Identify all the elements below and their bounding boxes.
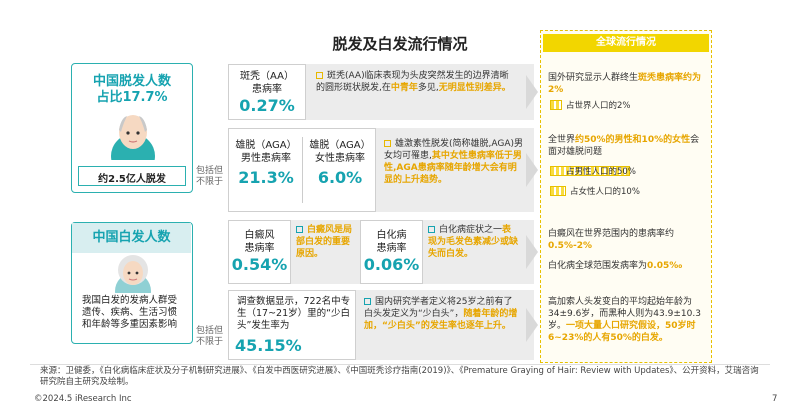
aga-male-label-1: 雄脱（AGA） xyxy=(235,140,297,151)
bullet-icon xyxy=(296,226,303,233)
vitiligo-desc: 白癜风是局部白发的重要原因。 xyxy=(296,225,353,259)
aga-female-label-1: 雄脱（AGA） xyxy=(309,140,371,151)
aa-stat-box: 斑秃（AA） 患病率 0.27% xyxy=(228,64,306,120)
global-header: 全球流行情况 xyxy=(543,34,709,52)
aa-value: 0.27% xyxy=(239,96,295,115)
premature-value: 45.15% xyxy=(235,336,302,355)
white-hair-desc: 我国白发的发病人群受遗传、疾病、生活习惯和年龄等多重因素影响 xyxy=(82,295,178,330)
albinism-desc: 白化病症状之一表现为毛发色素减少或缺失而白发。 xyxy=(428,225,519,259)
hair-loss-count: 约2.5亿人脱发 xyxy=(98,174,166,185)
aga-male-value: 21.3% xyxy=(238,168,294,187)
global-aga: 全世界约50%的男性和10%的女性会面对雄脱问题 xyxy=(548,135,700,157)
global-vitiligo: 白癜风在世界范围内的患病率约0.5%-2% xyxy=(548,229,675,251)
global-albinism: 白化病全球范围发病率为0.05‰ xyxy=(548,261,683,271)
global-aga-bar-male xyxy=(550,166,630,176)
source-note: 来源：卫健委，《白化病临床症状及分子机制研究进展》、《白发中西医研究进展》、《中… xyxy=(40,366,759,387)
white-hair-panel: 中国白发人数 我国白发的发病人群受遗传、疾病、生活习惯和年龄等多重因素影响 xyxy=(71,222,193,344)
premature-stat-box: 调查数据显示，722名中专生（17~21岁）里的“少白头”发生率为 45.15% xyxy=(228,290,356,360)
bullet-icon xyxy=(384,140,391,147)
aga-female-label-2: 女性患病率 xyxy=(315,153,365,164)
aga-arrow-icon xyxy=(526,153,538,187)
hair-loss-count-box xyxy=(78,166,186,186)
white-hair-title: 中国白发人数 xyxy=(92,230,171,245)
elderly-woman-avatar-icon xyxy=(112,251,154,309)
page-number: 7 xyxy=(772,394,778,404)
page-title: 脱发及白发流行情况 xyxy=(332,35,468,53)
albinism-stat-box: 白化病 患病率 0.06% xyxy=(360,220,423,284)
vitiligo-arrow-icon xyxy=(526,235,538,269)
hair-loss-share: 占比17.7% xyxy=(96,90,168,105)
global-graying: 高加索人头发变白的平均起始年龄为34±9.6岁，而黑种人则为43.9±10.3岁… xyxy=(548,297,701,343)
global-aa: 国外研究显示人群终生斑秃患病率约为2% xyxy=(548,73,702,95)
aa-arrow-icon xyxy=(526,75,538,109)
aga-male-label-2: 男性患病率 xyxy=(241,153,291,164)
vitiligo-label-1: 白癜风 xyxy=(244,230,275,241)
hair-loss-panel: 中国脱发人数 占比17.7% 约2.5亿人脱发 xyxy=(71,63,193,193)
premature-desc-2: 国内研究学者定义将25岁之前有了白头发定义为“少白头”，随着年龄的增加，“少白头… xyxy=(364,297,518,331)
aa-label-2: 患病率 xyxy=(252,84,282,95)
global-panel xyxy=(540,30,712,363)
albinism-label-2: 患病率 xyxy=(376,243,407,254)
white-hair-note: 包括但不限于 xyxy=(196,326,224,347)
aga-male: 雄脱（AGA） 男性患病率 21.3% xyxy=(229,139,303,187)
vitiligo-value: 0.54% xyxy=(231,255,288,274)
global-aga-bar-male-label: 占男性人口的50% xyxy=(566,167,636,177)
aga-female: 雄脱（AGA） 女性患病率 6.0% xyxy=(303,139,377,187)
albinism-value: 0.06% xyxy=(363,255,420,274)
premature-desc-1: 调查数据显示，722名中专生（17~21岁）里的“少白头”发生率为 xyxy=(237,296,351,331)
bullet-icon xyxy=(364,298,371,305)
copyright: ©2024.5 iResearch Inc xyxy=(34,394,132,404)
global-aga-bar-female-label: 占女性人口的10% xyxy=(570,187,640,197)
hair-loss-title: 中国脱发人数 xyxy=(92,74,171,89)
aga-female-value: 6.0% xyxy=(317,168,363,187)
global-aa-bar-label: 占世界人口的2% xyxy=(566,101,631,111)
premature-arrow-icon xyxy=(526,308,538,342)
male-avatar-icon xyxy=(109,108,157,178)
vitiligo-stat-box: 白癜风 患病率 0.54% xyxy=(228,220,291,284)
bullet-icon xyxy=(428,226,435,233)
aga-stat-box: 雄脱（AGA） 男性患病率 21.3% 雄脱（AGA） 女性患病率 6.0% xyxy=(228,128,376,212)
global-aa-bar xyxy=(550,100,562,110)
vitiligo-label-2: 患病率 xyxy=(244,243,275,254)
hair-loss-note: 包括但不限于 xyxy=(196,166,224,187)
aa-desc: 斑秃(AA)临床表现为头皮突然发生的边界清晰的圆形斑状脱发,在中青年多见,无明显… xyxy=(316,71,511,93)
global-aga-bar-female xyxy=(550,186,566,196)
aga-desc: 雄激素性脱发(简称雄脱,AGA)男女均可罹患,其中女性患病率低于男性,AGA患病… xyxy=(384,139,524,185)
albinism-label-1: 白化病 xyxy=(376,230,407,241)
bullet-icon xyxy=(316,72,323,79)
aa-label-1: 斑秃（AA） xyxy=(240,71,294,82)
